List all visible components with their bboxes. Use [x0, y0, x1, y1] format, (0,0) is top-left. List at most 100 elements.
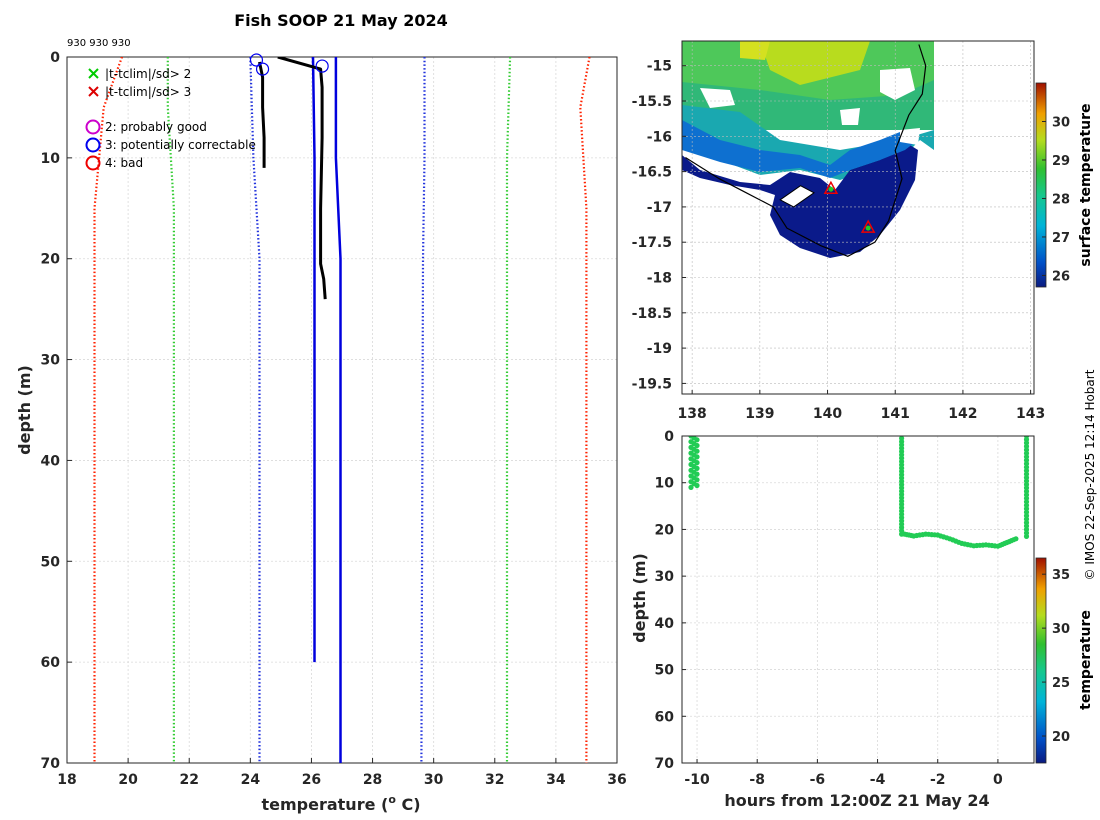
profile-y-tick-label: 50: [41, 554, 61, 570]
time-x-ticks: -10 -8 -6 -4 -2 0: [684, 759, 1003, 788]
station-triangle: [860, 219, 876, 233]
map-x-tick-label: 139: [745, 406, 774, 422]
time-y-tick-label: 20: [655, 522, 675, 538]
map-y-tick-label: -16.5: [632, 165, 672, 181]
map-axes-box: [681, 40, 1035, 395]
profile-x-tick-label: 36: [607, 772, 626, 788]
time-grid: [682, 435, 1034, 764]
sst-region-yellow-2: [740, 41, 770, 60]
map-y-ticks: -15 -15.5 -16 -16.5 -17 -17.5 -18 -18.5 -19 -19.5: [632, 59, 686, 392]
time-axes-box: [681, 435, 1035, 764]
map-x-tick-label: 140: [813, 406, 842, 422]
map-y-tick-label: -16: [647, 129, 672, 145]
temperature-colorbar-tick-label: 30: [1052, 622, 1070, 637]
profile-flag-markers: [249, 53, 329, 76]
temperature-colorbar-tick-label: 35: [1052, 568, 1070, 583]
profile-y-tick-label: 30: [41, 353, 61, 369]
time-y-ticks: 0 10 20 30 40 50 60 70: [655, 429, 686, 772]
legend-label-flag3: 3: potentially correctable: [105, 138, 256, 152]
profile-y-ticks: 0 10 20 30 40 50 60 70: [41, 50, 72, 772]
profile-line: [249, 57, 261, 763]
time-y-tick-label: 0: [664, 429, 674, 445]
map-y-tick-label: -17.5: [632, 235, 672, 251]
profile-y-label: depth (m): [15, 365, 34, 455]
sst-region-blue-band: [682, 120, 918, 178]
legend-circle-red-icon: [85, 155, 101, 171]
temperature-colorbar-ticks: 20 25 30 35: [1042, 568, 1070, 745]
sst-colorbar-ticks: 26 27 28 29 30: [1042, 115, 1070, 284]
time-depth-point: [694, 465, 700, 471]
map-grid: [682, 41, 1034, 394]
time-depth-point: [694, 442, 700, 449]
legend-item-flag4: 4: bad: [85, 155, 143, 171]
map-y-tick-label: -18.5: [632, 306, 672, 322]
sst-colorbar-tick-label: 30: [1052, 115, 1070, 130]
sst-colorbar-tick-label: 27: [1052, 231, 1070, 246]
legend-item-flag3: 3: potentially correctable: [85, 137, 256, 153]
map-x-tick-label: 142: [948, 406, 977, 422]
map-y-tick-label: -17: [647, 200, 672, 216]
map-panel: 138 139 140 141 142 143 -15-15.5-16-16.5-17-1…: [632, 40, 1094, 422]
profile-y-tick-label: 0: [50, 50, 60, 66]
time-depth-point: [694, 482, 700, 489]
sst-field: [682, 41, 934, 394]
legend-x-red-icon: [88, 86, 99, 97]
profile-x-tick-label: 24: [241, 772, 261, 788]
time-depth-point: [694, 437, 700, 443]
profile-x-tick-label: 32: [485, 772, 504, 788]
profile-axes-box: [66, 56, 618, 764]
profile-line: [166, 57, 175, 763]
profile-x-ticks: 18 20 22 24 26 28 30 32 34 36: [57, 758, 627, 788]
map-y-tick-label: -19.5: [632, 376, 672, 392]
cloud-gap-2: [880, 68, 915, 100]
time-y-tick-label: 40: [655, 616, 675, 632]
profile-line: [579, 57, 591, 763]
temperature-colorbar: [1035, 557, 1047, 764]
profile-x-tick-label: 18: [57, 772, 76, 788]
sst-colorbar-tick-label: 29: [1052, 154, 1070, 169]
profile-flag-circle: [315, 59, 329, 73]
time-depth-point: [1023, 533, 1030, 540]
profile-flag-circle: [249, 53, 264, 67]
time-x-tick-label: 0: [993, 772, 1003, 788]
legend-item-sd2: |t-tclim|/sd> 2: [88, 67, 191, 81]
profile-x-tick-label: 20: [118, 772, 138, 788]
temperature-colorbar-tick-label: 25: [1052, 676, 1070, 691]
profile-line: [258, 61, 266, 168]
time-x-tick-label: -8: [749, 772, 765, 788]
profile-x-tick-label: 30: [424, 772, 444, 788]
profile-line: [334, 57, 342, 763]
credit-text: © IMOS 22-Sep-2025 12:14 Hobart: [1083, 369, 1097, 580]
profile-line: [277, 57, 327, 300]
time-depth-panel: -10 -8 -6 -4 -2 0 0 10 20 30 40 50 60 70 hours from …: [630, 429, 1094, 810]
sst-colorbar-tick-label: 26: [1052, 269, 1070, 284]
profile-y-tick-label: 10: [41, 151, 61, 167]
profile-y-tick-label: 20: [41, 252, 61, 268]
legend-label-flag4: 4: bad: [105, 156, 143, 170]
legend-item-sd3: |t-tclim|/sd> 3: [88, 85, 191, 99]
profile-x-tick-label: 26: [302, 772, 321, 788]
map-x-tick-label: 143: [1016, 406, 1045, 422]
time-y-label: depth (m): [630, 553, 649, 643]
top-annotation: 930 930 930: [67, 38, 131, 49]
time-depth-point: [694, 477, 700, 483]
legend-label-sd2: |t-tclim|/sd> 2: [105, 67, 191, 81]
time-x-label: hours from 12:00Z 21 May 24: [724, 791, 989, 810]
profile-x-tick-label: 34: [546, 772, 566, 788]
time-depth-point: [1013, 536, 1019, 542]
profile-flag-circle: [255, 62, 270, 76]
map-station-markers: [823, 180, 876, 233]
profile-x-tick-label: 28: [363, 772, 382, 788]
legend-item-flag2: 2: probably good: [85, 119, 207, 135]
profile-grid: [66, 56, 618, 764]
time-depth-points: [688, 436, 1030, 549]
map-y-tick-label: -18: [647, 271, 672, 287]
profile-line: [420, 57, 426, 763]
station-dot: [828, 186, 834, 192]
sst-colorbar-label: surface temperature: [1078, 103, 1094, 266]
profile-y-tick-label: 40: [41, 453, 61, 469]
time-depth-point: [688, 484, 694, 490]
time-depth-point: [694, 454, 700, 460]
profile-line: [505, 57, 512, 763]
